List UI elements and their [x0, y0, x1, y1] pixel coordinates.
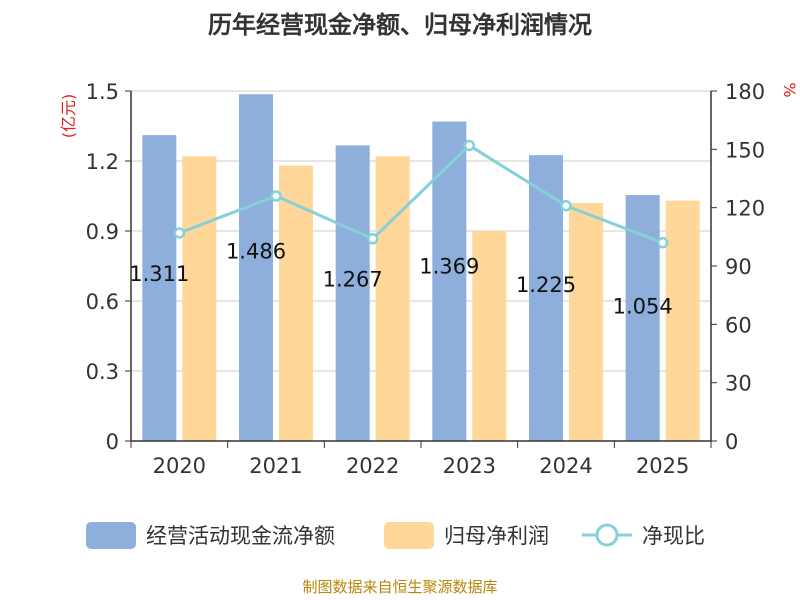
data-label-cashflow: 1.225: [516, 273, 576, 297]
legend-label-cashflow: 经营活动现金流净额: [146, 524, 335, 548]
legend: 经营活动现金流净额 归母净利润 净现比: [86, 522, 705, 549]
x-tick-label: 2021: [249, 454, 302, 478]
y-right-tick-label: 60: [725, 313, 752, 337]
y-left-unit: (亿元): [59, 94, 78, 139]
data-labels: 1.311 1.486 1.267 1.369 1.225 1.054: [129, 239, 672, 318]
y-left-tick-label: 0.3: [86, 360, 119, 384]
data-label-cashflow: 1.267: [323, 267, 383, 291]
y-right-tick-label: 30: [725, 372, 752, 396]
y-left-tick-label: 0.9: [86, 220, 119, 244]
bar-profit: [665, 200, 700, 441]
y-right-tick-label: 180: [725, 80, 765, 104]
y-right-tick-label: 150: [725, 138, 765, 162]
y-left-tick-label: 0: [106, 430, 119, 454]
bar-cashflow: [529, 155, 563, 441]
bar-cashflow: [335, 145, 370, 441]
bar-profit: [375, 156, 410, 442]
bar-profit: [472, 231, 507, 441]
y-right-tick-label: 90: [725, 255, 752, 279]
x-tick-label: 2025: [636, 454, 689, 478]
ratio-point: [366, 233, 379, 245]
ratio-line-path: [178, 143, 664, 245]
ratio-point: [463, 139, 476, 152]
legend-marker-ratio: [595, 523, 619, 547]
y-left-tick-label: 0.6: [86, 290, 119, 314]
bar-profit: [569, 203, 603, 441]
bar-profit: [182, 156, 217, 442]
legend-label-profit: 归母净利润: [444, 524, 549, 548]
axes: 0 0.3 0.6 0.9 1.2 1.5 0 30 60 90 120 150 180 2020 2021…: [86, 80, 766, 478]
data-label-cashflow: 1.311: [129, 262, 189, 286]
data-label-cashflow: 1.486: [226, 239, 286, 263]
y-right-unit: %: [780, 82, 799, 97]
y-left-tick-label: 1.5: [86, 80, 119, 104]
ratio-point: [656, 236, 669, 249]
legend-swatch-cashflow: [86, 522, 136, 549]
bar-cashflow: [142, 135, 177, 441]
ratio-point: [270, 190, 282, 202]
x-tick-label: 2022: [346, 454, 399, 478]
source-note: 制图数据来自恒生聚源数据库: [302, 578, 497, 596]
bar-cashflow: [432, 121, 467, 442]
bars: [142, 94, 700, 442]
y-right-tick-label: 0: [725, 430, 738, 454]
bar-profit: [279, 165, 313, 441]
y-left-tick-label: 1.2: [86, 150, 119, 174]
chart-title: 历年经营现金净额、归母净利润情况: [208, 11, 592, 39]
bar-cashflow: [239, 94, 273, 442]
data-label-cashflow: 1.054: [613, 295, 673, 319]
ratio-point: [173, 227, 186, 239]
y-right-tick-label: 120: [725, 197, 765, 221]
x-tick-label: 2023: [443, 454, 496, 478]
x-tick-label: 2024: [539, 454, 592, 478]
ratio-line: [173, 139, 669, 249]
ratio-point: [560, 199, 572, 212]
legend-label-ratio: 净现比: [642, 524, 705, 548]
x-tick-label: 2020: [153, 454, 206, 478]
legend-swatch-profit: [384, 522, 434, 549]
data-label-cashflow: 1.369: [419, 254, 479, 278]
